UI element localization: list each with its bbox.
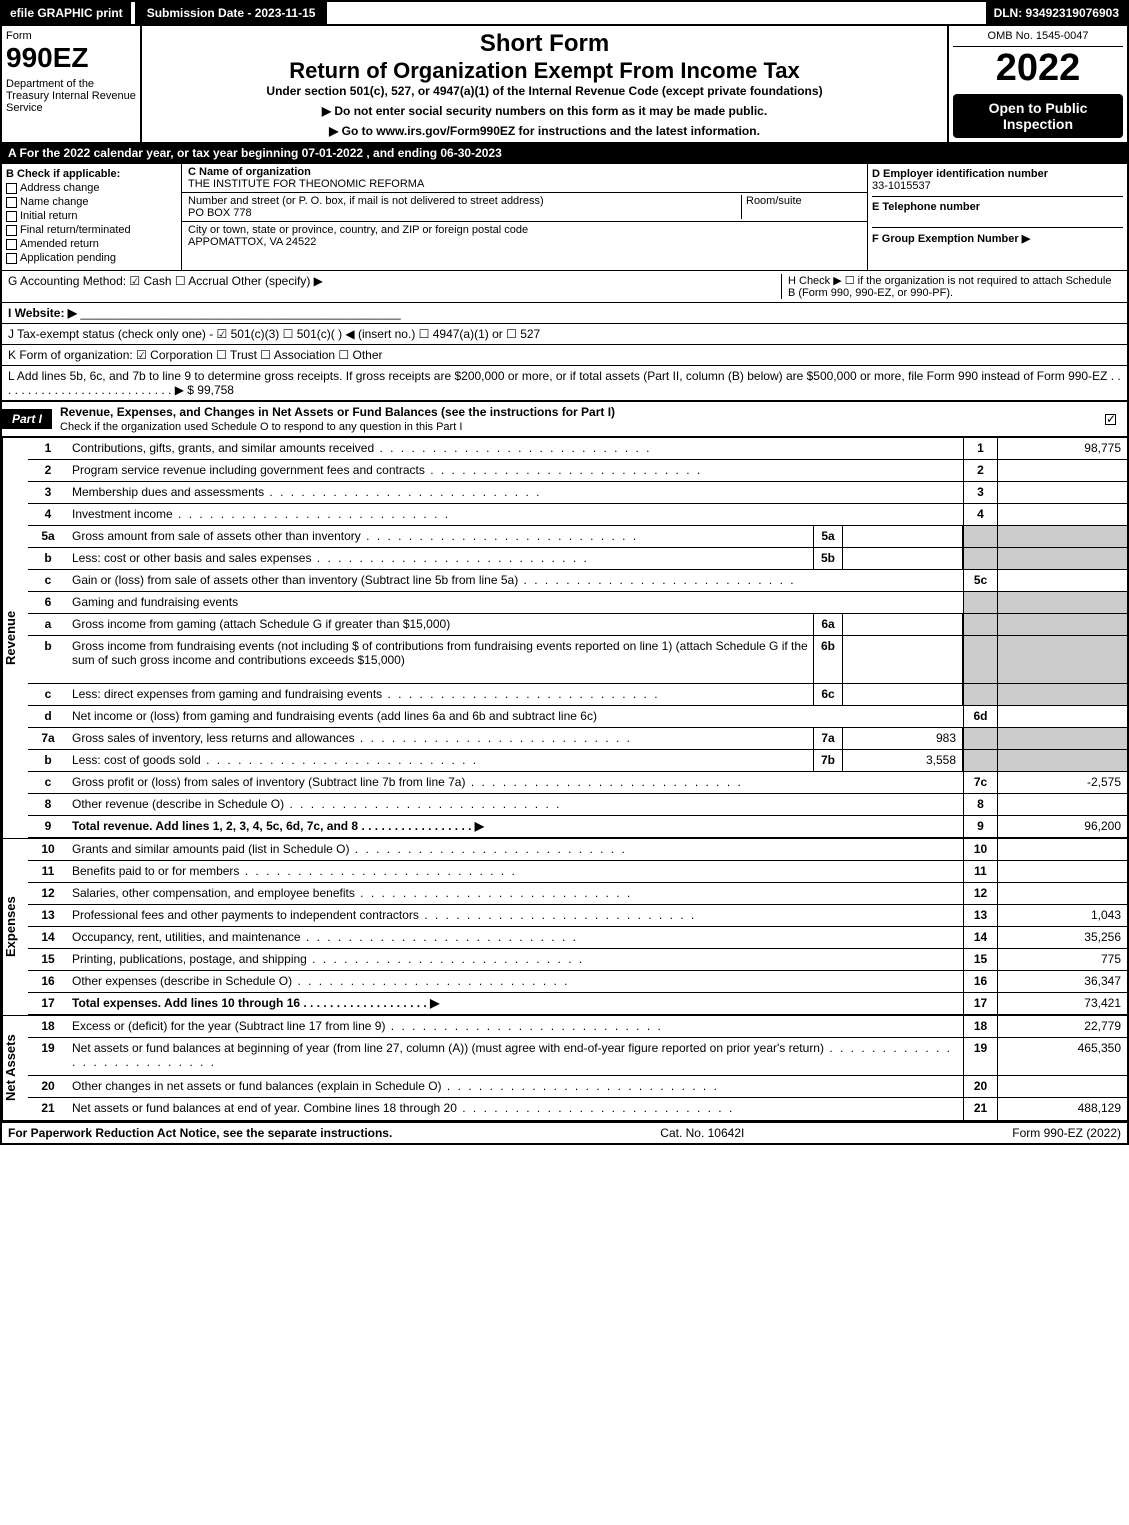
vside-net-assets: Net Assets bbox=[2, 1016, 28, 1120]
line-7a: 7aGross sales of inventory, less returns… bbox=[28, 728, 1127, 750]
tax-exempt-status-row: J Tax-exempt status (check only one) - ☑… bbox=[0, 324, 1129, 345]
tax-year: 2022 bbox=[953, 47, 1123, 90]
line-18: 18Excess or (deficit) for the year (Subt… bbox=[28, 1016, 1127, 1038]
top-bar: efile GRAPHIC print Submission Date - 20… bbox=[0, 0, 1129, 26]
chk-amended-return[interactable]: Amended return bbox=[6, 238, 177, 250]
col-d-ein-phone: D Employer identification number 33-1015… bbox=[867, 164, 1127, 270]
part-1-schedule-o-check[interactable] bbox=[1105, 412, 1127, 426]
line-5c: cGain or (loss) from sale of assets othe… bbox=[28, 570, 1127, 592]
line-15: 15Printing, publications, postage, and s… bbox=[28, 949, 1127, 971]
line-6: 6Gaming and fundraising events bbox=[28, 592, 1127, 614]
page-footer: For Paperwork Reduction Act Notice, see … bbox=[0, 1122, 1129, 1145]
org-info-section: B Check if applicable: Address change Na… bbox=[0, 164, 1129, 271]
ein-value: 33-1015537 bbox=[872, 180, 1123, 192]
line-7b: bLess: cost of goods sold7b3,558 bbox=[28, 750, 1127, 772]
chk-address-change[interactable]: Address change bbox=[6, 182, 177, 194]
chk-name-change[interactable]: Name change bbox=[6, 196, 177, 208]
efile-print-label[interactable]: efile GRAPHIC print bbox=[2, 2, 131, 24]
line-3: 3Membership dues and assessments3 bbox=[28, 482, 1127, 504]
c-name-label: C Name of organization bbox=[188, 166, 311, 178]
ein-label: D Employer identification number bbox=[872, 168, 1123, 180]
dln-label: DLN: 93492319076903 bbox=[986, 2, 1127, 24]
form-of-org-row: K Form of organization: ☑ Corporation ☐ … bbox=[0, 345, 1129, 366]
form-meta-block: OMB No. 1545-0047 2022 Open to Public In… bbox=[947, 26, 1127, 142]
line-1: 1Contributions, gifts, grants, and simil… bbox=[28, 438, 1127, 460]
col-b-check-applicable: B Check if applicable: Address change Na… bbox=[2, 164, 182, 270]
c-city-label: City or town, state or province, country… bbox=[188, 224, 528, 236]
gross-receipts-row: L Add lines 5b, 6c, and 7b to line 9 to … bbox=[0, 366, 1129, 401]
line-12: 12Salaries, other compensation, and empl… bbox=[28, 883, 1127, 905]
short-form-label: Short Form bbox=[150, 30, 939, 58]
expenses-table: Expenses 10Grants and similar amounts pa… bbox=[0, 838, 1129, 1015]
line-20: 20Other changes in net assets or fund ba… bbox=[28, 1076, 1127, 1098]
chk-initial-return[interactable]: Initial return bbox=[6, 210, 177, 222]
org-name: THE INSTITUTE FOR THEONOMIC REFORMA bbox=[188, 178, 424, 190]
group-exemption-label: F Group Exemption Number ▶ bbox=[872, 227, 1123, 245]
form-title-block: Short Form Return of Organization Exempt… bbox=[142, 26, 947, 142]
omb-number: OMB No. 1545-0047 bbox=[953, 30, 1123, 47]
row-a-tax-year: A For the 2022 calendar year, or tax yea… bbox=[0, 144, 1129, 164]
line-9: 9Total revenue. Add lines 1, 2, 3, 4, 5c… bbox=[28, 816, 1127, 838]
row-g-h: G Accounting Method: ☑ Cash ☐ Accrual Ot… bbox=[0, 271, 1129, 303]
line-5a: 5aGross amount from sale of assets other… bbox=[28, 526, 1127, 548]
line-8: 8Other revenue (describe in Schedule O)8 bbox=[28, 794, 1127, 816]
open-to-public-badge: Open to Public Inspection bbox=[953, 94, 1123, 138]
net-assets-table: Net Assets 18Excess or (deficit) for the… bbox=[0, 1015, 1129, 1122]
website-row: I Website: ▶ ___________________________… bbox=[0, 303, 1129, 324]
line-7c: cGross profit or (loss) from sales of in… bbox=[28, 772, 1127, 794]
org-city: APPOMATTOX, VA 24522 bbox=[188, 236, 316, 248]
instructions-link[interactable]: ▶ Go to www.irs.gov/Form990EZ for instru… bbox=[150, 124, 939, 138]
form-title: Return of Organization Exempt From Incom… bbox=[150, 58, 939, 84]
col-c-name-address: C Name of organization THE INSTITUTE FOR… bbox=[182, 164, 867, 270]
line-14: 14Occupancy, rent, utilities, and mainte… bbox=[28, 927, 1127, 949]
form-version: Form 990-EZ (2022) bbox=[1012, 1126, 1121, 1140]
part-1-tag: Part I bbox=[2, 409, 52, 429]
line-4: 4Investment income4 bbox=[28, 504, 1127, 526]
line-6a: aGross income from gaming (attach Schedu… bbox=[28, 614, 1127, 636]
form-label: Form bbox=[6, 30, 136, 42]
c-street-label: Number and street (or P. O. box, if mail… bbox=[188, 195, 544, 207]
line-13: 13Professional fees and other payments t… bbox=[28, 905, 1127, 927]
form-number: 990EZ bbox=[6, 42, 136, 74]
part-1-header: Part I Revenue, Expenses, and Changes in… bbox=[0, 401, 1129, 438]
form-id-block: Form 990EZ Department of the Treasury In… bbox=[2, 26, 142, 142]
submission-date-label: Submission Date - 2023-11-15 bbox=[135, 2, 328, 24]
room-suite-label: Room/suite bbox=[746, 195, 802, 207]
form-header: Form 990EZ Department of the Treasury In… bbox=[0, 26, 1129, 144]
paperwork-reduction-notice: For Paperwork Reduction Act Notice, see … bbox=[8, 1126, 392, 1140]
line-10: 10Grants and similar amounts paid (list … bbox=[28, 839, 1127, 861]
part-1-title: Revenue, Expenses, and Changes in Net As… bbox=[52, 402, 1105, 436]
line-6d: dNet income or (loss) from gaming and fu… bbox=[28, 706, 1127, 728]
vside-revenue: Revenue bbox=[2, 438, 28, 838]
vside-expenses: Expenses bbox=[2, 839, 28, 1015]
line-6b: bGross income from fundraising events (n… bbox=[28, 636, 1127, 684]
form-subtitle: Under section 501(c), 527, or 4947(a)(1)… bbox=[150, 84, 939, 98]
line-17: 17Total expenses. Add lines 10 through 1… bbox=[28, 993, 1127, 1015]
schedule-b-check: H Check ▶ ☐ if the organization is not r… bbox=[781, 274, 1121, 299]
ssn-warning: ▶ Do not enter social security numbers o… bbox=[150, 104, 939, 118]
catalog-number: Cat. No. 10642I bbox=[392, 1126, 1012, 1140]
org-street: PO BOX 778 bbox=[188, 207, 252, 219]
chk-application-pending[interactable]: Application pending bbox=[6, 252, 177, 264]
line-5b: bLess: cost or other basis and sales exp… bbox=[28, 548, 1127, 570]
line-19: 19Net assets or fund balances at beginni… bbox=[28, 1038, 1127, 1076]
line-16: 16Other expenses (describe in Schedule O… bbox=[28, 971, 1127, 993]
line-2: 2Program service revenue including gover… bbox=[28, 460, 1127, 482]
phone-label: E Telephone number bbox=[872, 196, 1123, 213]
accounting-method: G Accounting Method: ☑ Cash ☐ Accrual Ot… bbox=[8, 274, 781, 299]
line-21: 21Net assets or fund balances at end of … bbox=[28, 1098, 1127, 1120]
chk-final-return[interactable]: Final return/terminated bbox=[6, 224, 177, 236]
line-6c: cLess: direct expenses from gaming and f… bbox=[28, 684, 1127, 706]
department-label: Department of the Treasury Internal Reve… bbox=[6, 78, 136, 114]
revenue-table: Revenue 1Contributions, gifts, grants, a… bbox=[0, 438, 1129, 838]
col-b-header: B Check if applicable: bbox=[6, 168, 177, 180]
line-11: 11Benefits paid to or for members11 bbox=[28, 861, 1127, 883]
